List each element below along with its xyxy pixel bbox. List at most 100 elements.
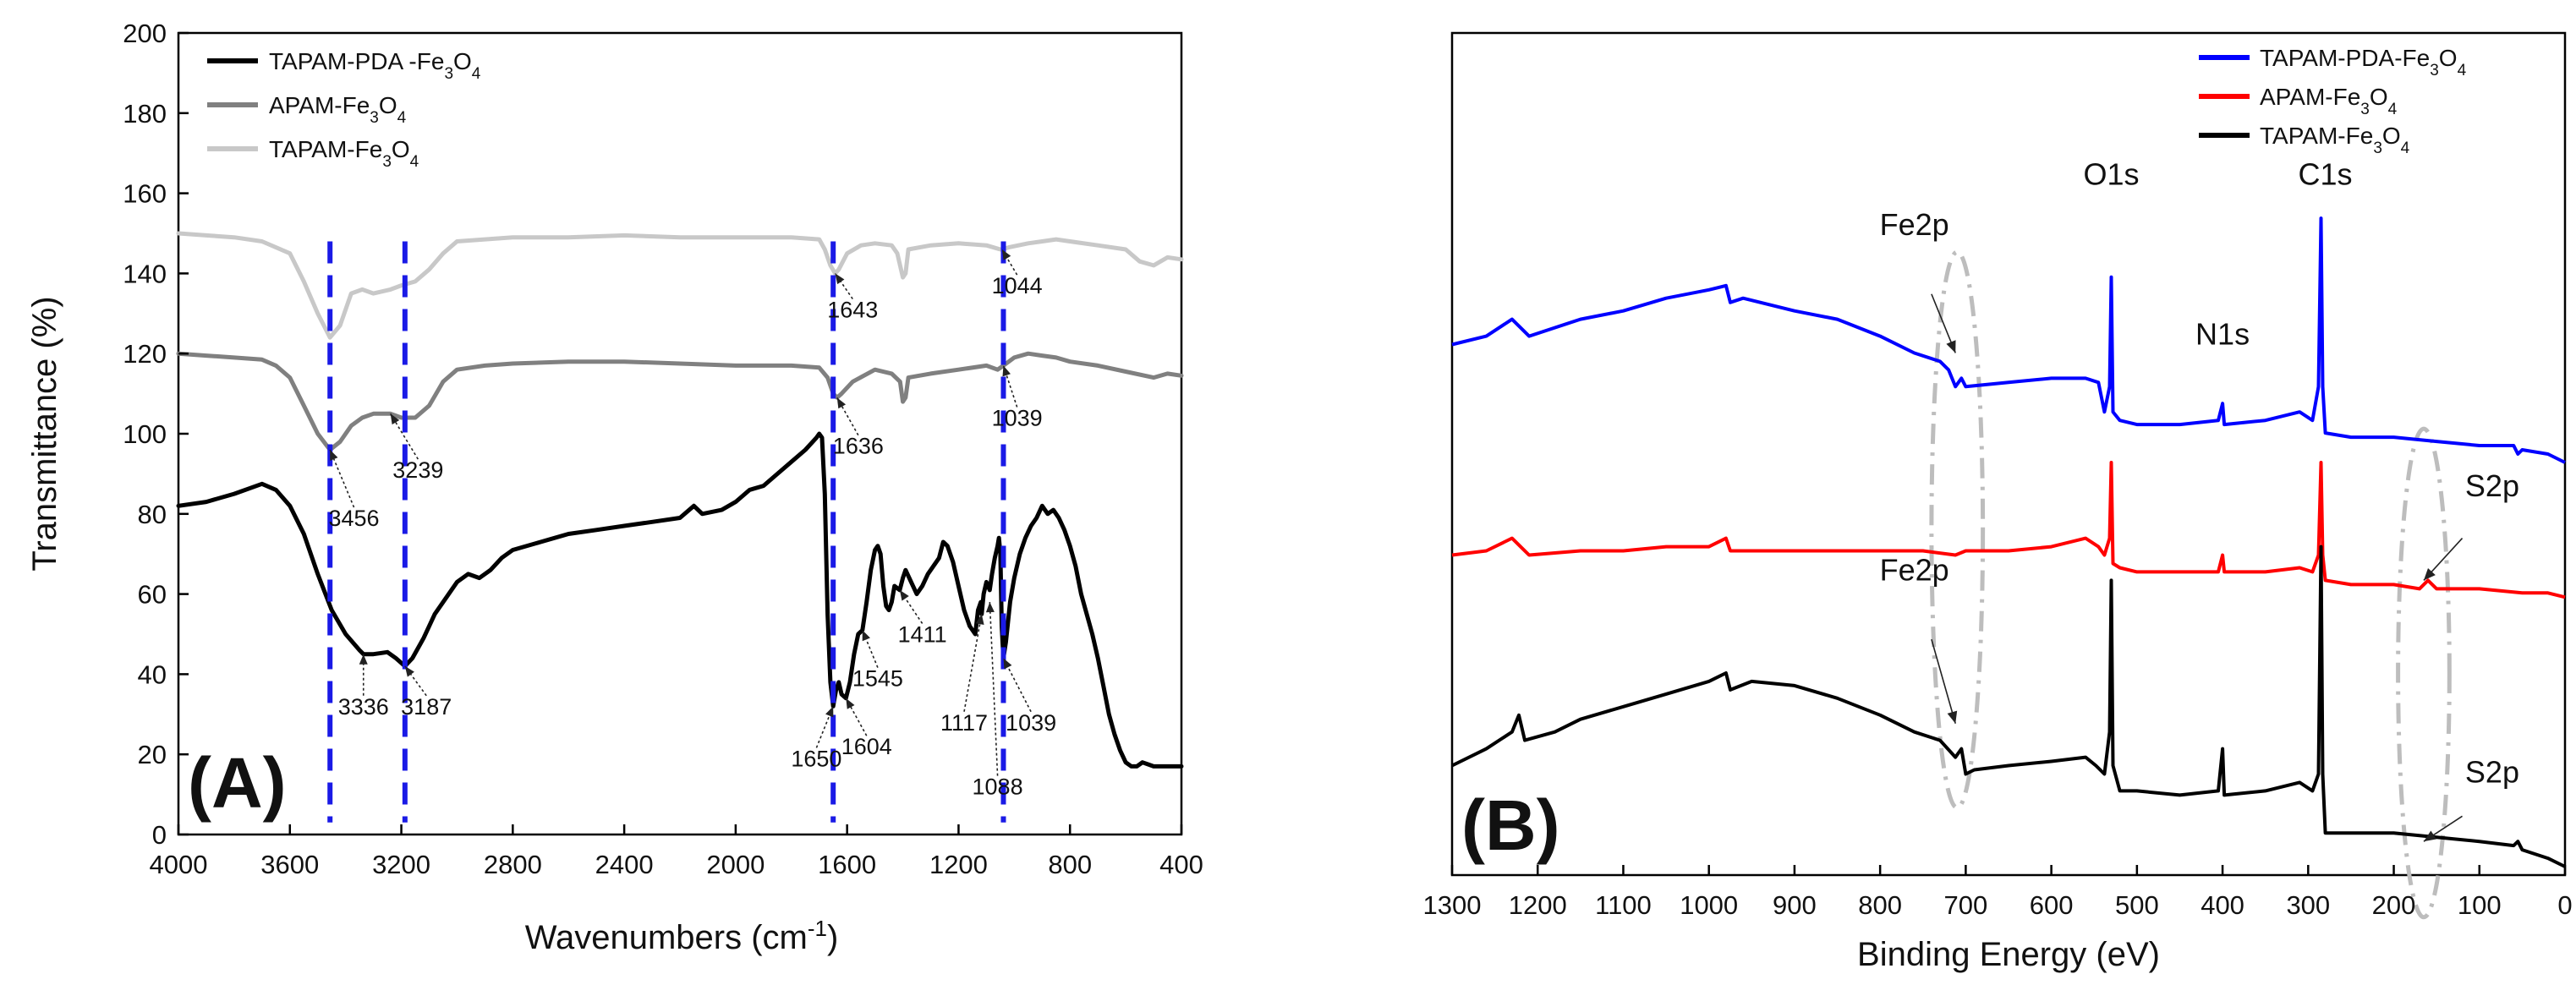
- panel-a-annotation-arrowhead: [359, 654, 368, 665]
- panel-b-x-tick-label: 1000: [1680, 890, 1738, 920]
- panel-a-peak-label: 1604: [841, 734, 892, 759]
- panel-b-x-tick-label: 100: [2458, 890, 2502, 920]
- panel-b-peak-label: S2p: [2465, 754, 2519, 789]
- panel-a-y-axis-title: Transmittance (%): [26, 296, 63, 571]
- panel-a-y-tick-label: 140: [123, 259, 167, 288]
- panel-b-x-tick-label: 600: [2030, 890, 2074, 920]
- panel-a-x-axis-title: Wavenumbers (cm-1): [525, 916, 839, 956]
- panel-a-peak-label: 1039: [992, 406, 1043, 431]
- panel-b-x-tick-label: 400: [2201, 890, 2244, 920]
- panel-b-legend-label: APAM-Fe3O4: [2260, 84, 2398, 118]
- panel-a-annotation-arrow: [329, 449, 355, 508]
- panel-b-peak-label: O1s: [2083, 156, 2139, 191]
- panel-b-x-tick-label: 700: [1944, 890, 1988, 920]
- panel-a-annotation-arrowhead: [899, 589, 909, 601]
- panel-a-y-tick-label: 120: [123, 339, 167, 369]
- panel-b-plot-frame: [1450, 31, 2567, 877]
- panel-a-x-tick-label: 4000: [150, 850, 208, 879]
- panel-a-x-tick-label: 3200: [372, 850, 430, 879]
- panel-a-x-tick-label: 400: [1159, 850, 1203, 879]
- panel-a-x-tick-label: 2400: [595, 850, 654, 879]
- panel-a-annotation-arrowhead: [330, 449, 338, 461]
- panel-a-annotation-arrowhead: [404, 665, 414, 677]
- panel-a-x-tick-label: 1600: [818, 850, 876, 879]
- panel-b-annotations: Fe2p O1s N1s C1s Fe2p S2p S2p: [1880, 156, 2519, 842]
- panel-b-x-tick-label: 1100: [1595, 890, 1652, 920]
- panel-a-peak-label: 1411: [898, 621, 947, 647]
- panel-b-label: (B): [1461, 785, 1560, 865]
- panel-a-peak-label: 1643: [827, 298, 878, 323]
- panel-b-highlight-ellipse: [1929, 249, 1986, 810]
- panel-a-annotation-arrowhead: [862, 630, 870, 642]
- panel-a-series-2: [176, 431, 1184, 769]
- panel-b-legend: TAPAM-PDA-Fe3O4 APAM-Fe3O4 TAPAM-Fe3O4: [2199, 45, 2467, 157]
- panel-a-peak-label: 1636: [833, 434, 884, 459]
- panel-a-y-tick-label: 200: [123, 19, 167, 48]
- panel-a-peak-label: 1117: [940, 710, 988, 736]
- panel-a-annotation-arrowhead: [985, 602, 995, 613]
- panel-b-series-2: [1451, 544, 2566, 868]
- panel-a-y-tick-label: 100: [123, 419, 167, 449]
- panel-b-annotation-arrowhead: [2423, 568, 2436, 581]
- panel-b-x-tick-label: 900: [1773, 890, 1817, 920]
- panel-a-peak-label: 3336: [338, 694, 389, 720]
- panel-a-legend-label: APAM-Fe3O4: [269, 92, 407, 127]
- panel-a-legend: TAPAM-PDA -Fe3O4 APAM-Fe3O4 TAPAM-Fe3O4: [207, 48, 481, 171]
- panel-b-annotation-arrowhead: [1947, 710, 1958, 724]
- panel-a-y-tick-label: 80: [138, 500, 167, 529]
- panel-a-annotation-arrowhead: [390, 413, 400, 425]
- panel-a-series-0: [176, 231, 1184, 340]
- panel-a-ftir: 1643 1044 3239 3456 1636 1039 3336 3187 1411 1545…: [26, 19, 1203, 956]
- panel-a-y-tick-label: 20: [138, 740, 167, 769]
- panel-b-legend-label: TAPAM-PDA-Fe3O4: [2260, 45, 2467, 79]
- panel-a-annotation-arrowhead: [825, 706, 834, 718]
- panel-b-peak-label: N1s: [2195, 317, 2250, 352]
- panel-a-annotation-arrowhead: [836, 397, 847, 409]
- panel-a-guide-lines: [327, 241, 1006, 823]
- panel-a-peak-label: 3456: [329, 506, 380, 531]
- panel-a-series-1: [176, 351, 1184, 452]
- panel-b-peak-label: C1s: [2299, 156, 2353, 191]
- panel-b-x-tick-label: 1200: [1509, 890, 1567, 920]
- panel-a-x-tick-label: 3600: [260, 850, 319, 879]
- panel-a-annotations: 1643 1044 3239 3456 1636 1039 3336 3187 1411 1545…: [329, 249, 1056, 800]
- panel-b-x-tick-label: 500: [2115, 890, 2159, 920]
- panel-b-x-tick-label: 200: [2372, 890, 2416, 920]
- panel-a-x-tick-label: 2800: [484, 850, 542, 879]
- panel-b-annotation-arrow: [1931, 638, 1957, 724]
- panel-a-x-tick-label: 2000: [706, 850, 765, 879]
- panel-b-legend-label: TAPAM-Fe3O4: [2260, 123, 2410, 157]
- panel-a-legend-label: TAPAM-PDA -Fe3O4: [269, 48, 481, 83]
- panel-a-x-tick-label: 800: [1048, 850, 1092, 879]
- panel-a-annotation-arrowhead: [975, 614, 984, 625]
- panel-b-x-tick-label: 0: [2557, 890, 2572, 920]
- panel-a-y-tick-label: 40: [138, 659, 167, 689]
- panel-b-annotation-arrowhead: [1946, 340, 1956, 353]
- panel-a-annotation-arrowhead: [835, 273, 845, 285]
- panel-a-peak-label: 1545: [852, 666, 903, 692]
- panel-a-annotation-arrowhead: [1002, 365, 1011, 377]
- panel-a-annotation-arrow: [390, 413, 419, 460]
- panel-a-peak-label: 1088: [973, 774, 1023, 800]
- panel-a-annotation-arrowhead: [846, 698, 855, 709]
- panel-b-peak-label: Fe2p: [1880, 552, 1949, 587]
- panel-a-annotation-arrow: [989, 602, 999, 776]
- panel-a-annotation-arrow: [963, 614, 983, 712]
- panel-b-peak-label: Fe2p: [1880, 207, 1949, 242]
- panel-a-annotation-arrow: [899, 589, 924, 624]
- panel-a-y-tick-label: 160: [123, 179, 167, 209]
- panel-a-y-tick-label: 0: [152, 820, 167, 850]
- panel-a-peak-label: 1039: [1006, 710, 1056, 736]
- panel-b-series-0: [1451, 216, 2566, 464]
- panel-b-ticks: 1300 1200 1100 1000 900 800 700 600 500 400 300 200…: [1423, 865, 2573, 920]
- panel-a-label: (A): [188, 743, 287, 823]
- panel-b-annotation-arrowhead: [2423, 830, 2436, 842]
- panel-a-annotation-arrow: [404, 665, 427, 697]
- panel-b-x-tick-label: 1300: [1423, 890, 1482, 920]
- panel-a-y-tick-label: 60: [138, 580, 167, 610]
- panel-b-series-layer: [1451, 216, 2566, 868]
- panel-b-highlight-ellipses: [1929, 249, 2452, 920]
- panel-a-annotation-arrowhead: [1003, 658, 1012, 670]
